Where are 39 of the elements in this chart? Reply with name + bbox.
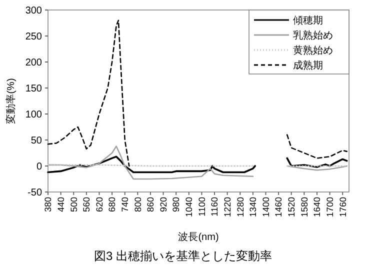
y-tick-label: 150 <box>25 84 42 94</box>
text: 図3 出穂揃いを基準とした変動率 <box>94 249 272 263</box>
x-tick-label: 1220 <box>222 197 232 218</box>
legend-label: 傾穂期 <box>293 14 323 26</box>
legend-label: 黄熟始め <box>293 44 333 56</box>
x-tick-label: 1280 <box>235 197 246 218</box>
x-tick-label: 740 <box>120 197 130 212</box>
y-tick-label: 250 <box>25 32 42 42</box>
x-axis-title: 波長(nm) <box>178 231 219 243</box>
x-tick-label: 560 <box>82 197 92 212</box>
x-tick-label: 860 <box>146 197 156 212</box>
x-tick-label: 980 <box>171 197 182 212</box>
x-tick-label: 380 <box>43 197 54 212</box>
x-tick-label: 1100 <box>196 197 207 216</box>
y-axis-title: 変動率(%) <box>5 78 17 124</box>
x-tick-label: 1340 <box>248 197 258 218</box>
x-tick-label: 1460 <box>274 197 284 218</box>
x-tick-label: 800 <box>132 197 143 212</box>
y-tick-label: 0 <box>36 162 42 172</box>
y-tick-label: 300 <box>25 6 42 16</box>
x-tick-label: 1700 <box>324 197 335 218</box>
x-tick-label: 440 <box>56 197 66 212</box>
legend-label: 乳熟始め <box>293 30 333 42</box>
x-tick-label: 500 <box>68 197 79 212</box>
x-tick-label: 620 <box>94 197 104 212</box>
x-tick-label: 1640 <box>312 197 322 218</box>
x-tick-label: 1760 <box>338 197 348 218</box>
x-tick-label: 680 <box>107 197 118 212</box>
x-tick-label: 1400 <box>260 197 271 218</box>
y-tick-label: 50 <box>30 136 42 146</box>
x-tick-label: 1580 <box>299 197 310 218</box>
x-tick-label: 1040 <box>184 197 194 218</box>
legend-label: 成熟期 <box>293 60 323 72</box>
y-tick-label: 200 <box>25 58 42 68</box>
x-tick-label: 1520 <box>286 197 297 218</box>
y-tick-label: 100 <box>25 110 42 120</box>
y-tick-label: -50 <box>28 188 42 198</box>
x-tick-label: 1160 <box>210 197 220 216</box>
x-tick-label: 920 <box>158 197 168 212</box>
